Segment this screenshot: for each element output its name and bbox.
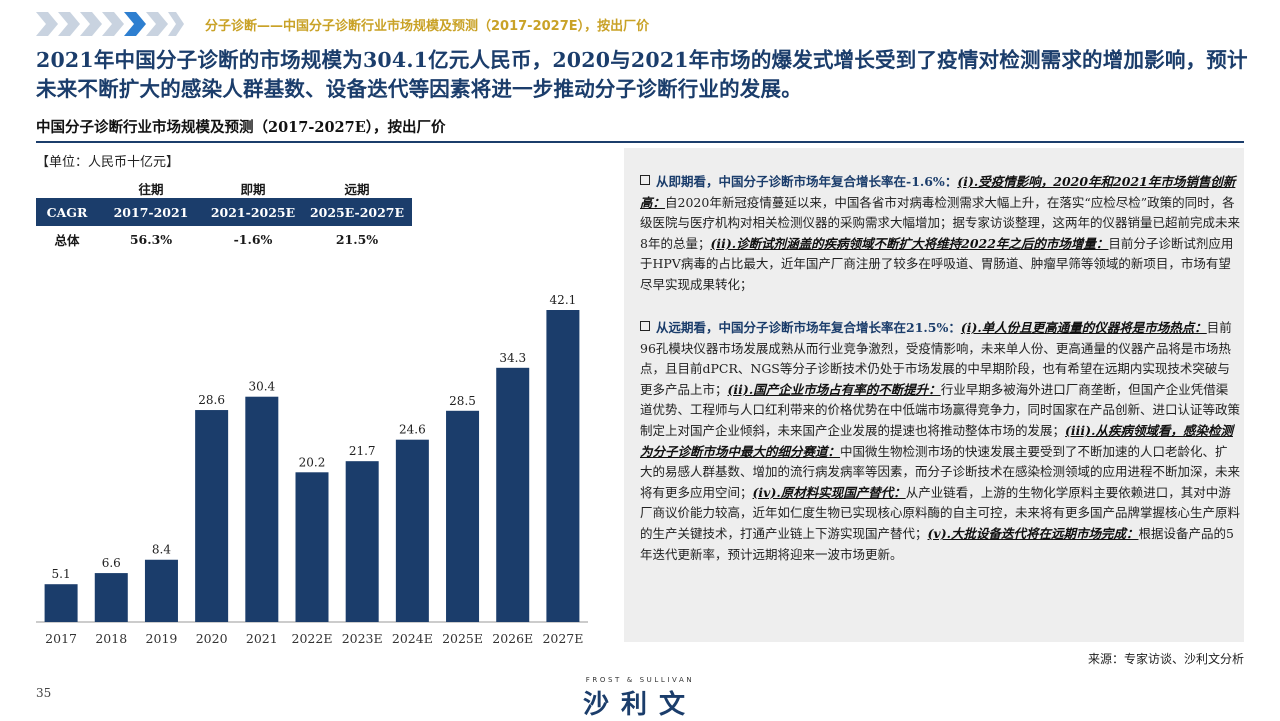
data-label: 21.7 xyxy=(349,444,376,458)
bar-2022E xyxy=(295,472,329,622)
breadcrumb: 分子诊断——中国分子诊断行业市场规模及预测（2017-2027E），按出厂价 xyxy=(205,19,650,34)
cagr-value: -1.6% xyxy=(233,231,273,247)
cagr-row-label: CAGR xyxy=(36,198,98,226)
cagr-period-header: 往期 xyxy=(138,181,164,197)
chart-section-title: 中国分子诊断行业市场规模及预测（2017-2027E），按出厂价 xyxy=(36,119,446,136)
x-tick-label: 2018 xyxy=(95,631,127,646)
bullet-point-text: 目前96孔模块仪器市场发展成熟从而行业竞争激烈，受疫情影响，未来单人份、更高通量… xyxy=(640,320,1232,397)
bullet-point-title: (i).受疫情影响，2020年和2021年市场销售创新高： xyxy=(640,174,1236,210)
bullet-point-title: (v).大批设备迭代将在远期市场完成： xyxy=(927,525,1139,541)
analysis-bullet-long-term: 从远期看，中国分子诊断市场年复合增长率在21.5%：(i).单人份且更高通量的仪… xyxy=(640,318,1240,565)
bar-2024E xyxy=(395,439,429,622)
cagr-range: 2017-2021 xyxy=(98,198,204,226)
x-tick-label: 2023E xyxy=(342,631,383,646)
data-label: 6.6 xyxy=(102,556,121,570)
x-tick-label: 2027E xyxy=(542,631,583,646)
bar-2018 xyxy=(94,573,128,622)
bullet-point-text: 目前分子诊断试剂应用于HPV病毒的占比最大，近年国产厂商注册了较多在呼吸道、胃肠… xyxy=(640,235,1234,292)
data-label: 5.1 xyxy=(52,567,71,581)
bar-2027E xyxy=(546,310,580,622)
x-tick-label: 2025E xyxy=(442,631,483,646)
checkbox-bullet-icon xyxy=(640,321,650,331)
x-tick-label: 2017 xyxy=(45,631,77,646)
bullet-point-text: 行业早期多被海外进口厂商垄断，但国产企业凭借渠道优势、工程师与人口红利带来的价格… xyxy=(640,381,1241,438)
bar-2020 xyxy=(195,410,229,622)
bar-2023E xyxy=(345,461,379,622)
bullet-lead: 从远期看，中国分子诊断市场年复合增长率在21.5%： xyxy=(656,320,961,335)
unit-label: 【单位：人民币十亿元】 xyxy=(36,155,180,170)
company-logo: 沙利文 xyxy=(582,690,697,720)
market-size-bar-chart: 5.1 2017 6.6 2018 8.4 2019 28.6 2020 30.4 2021 20.… xyxy=(36,293,588,646)
analysis-panel xyxy=(624,148,1244,642)
bar-2026E xyxy=(496,367,530,622)
section-divider xyxy=(36,141,1244,143)
cagr-range: 2021-2025E xyxy=(204,198,302,226)
data-label: 28.6 xyxy=(198,393,225,407)
cagr-table: 往期 即期 远期 CAGR 2017-2021 2021-2025E 2025E… xyxy=(36,178,412,252)
data-label: 20.2 xyxy=(299,455,326,469)
bullet-point-title: (ii).诊断试剂涵盖的疾病领域不断扩大将维持2022年之后的市场增量： xyxy=(710,235,1109,251)
x-tick-label: 2019 xyxy=(146,631,178,646)
checkbox-bullet-icon xyxy=(640,175,650,185)
bullet-point-text: 自2020年新冠疫情蔓延以来，中国各省市对病毒检测需求大幅上升，在落实“应检尽检… xyxy=(640,194,1241,251)
x-tick-label: 2022E xyxy=(292,631,333,646)
x-tick-label: 2021 xyxy=(246,631,278,646)
data-label: 30.4 xyxy=(248,380,275,394)
cagr-total-label: 总体 xyxy=(54,232,80,248)
analysis-bullet-near-term: 从即期看，中国分子诊断市场年复合增长率在-1.6%：(i).受疫情影响，2020… xyxy=(640,172,1240,296)
cagr-range: 2025E-2027E xyxy=(302,198,412,226)
bullet-point-title: (i).单人份且更高通量的仪器将是市场热点： xyxy=(960,320,1207,335)
chevron-arrows-icon xyxy=(36,12,184,36)
cagr-value: 56.3% xyxy=(129,231,173,247)
cagr-value: 21.5% xyxy=(335,231,379,247)
data-label: 42.1 xyxy=(550,293,577,307)
bar-2025E xyxy=(446,410,480,622)
bullet-lead: 从即期看，中国分子诊断市场年复合增长率在-1.6%： xyxy=(656,174,958,189)
x-tick-label: 2024E xyxy=(392,631,433,646)
data-label: 28.5 xyxy=(449,394,476,408)
bullet-point-title: (iv).原材料实现国产替代： xyxy=(752,484,906,500)
bullet-point-text: 中国微生物检测市场的快速发展主要受到了不断加速的人口老龄化、扩大的易感人群基数、… xyxy=(640,443,1241,500)
bullet-point-title: (iii).从疾病领域看，感染检测为分子诊断市场中最大的细分赛道： xyxy=(640,422,1233,459)
data-label: 34.3 xyxy=(499,351,526,365)
bar-2019 xyxy=(144,559,178,622)
bullet-point-text: 从产业链看，上游的生物化学原料主要依赖进口，其对中游厂商议价能力较高，近年如仁度… xyxy=(640,484,1241,541)
bullet-point-text: 根据设备产品的5年迭代更新率，预计远期将迎来一波市场更新。 xyxy=(640,525,1234,562)
x-tick-label: 2020 xyxy=(196,631,228,646)
page-number: 35 xyxy=(36,686,52,700)
company-logo-text: FROST & SULLIVAN xyxy=(585,676,695,684)
bar-2017 xyxy=(44,584,78,622)
bar-2021 xyxy=(245,396,279,622)
x-tick-label: 2026E xyxy=(492,631,533,646)
page-headline: 2021年中国分子诊断的市场规模为304.1亿元人民币，2020与2021年市场… xyxy=(36,48,1248,101)
source-note: 来源：专家访谈、沙利文分析 xyxy=(1087,652,1244,666)
bullet-point-title: (ii).国产企业市场占有率的不断提升： xyxy=(727,381,941,397)
data-label: 8.4 xyxy=(152,543,171,557)
cagr-period-header: 远期 xyxy=(344,181,370,197)
data-label: 24.6 xyxy=(399,423,426,437)
cagr-period-header: 即期 xyxy=(240,181,266,197)
